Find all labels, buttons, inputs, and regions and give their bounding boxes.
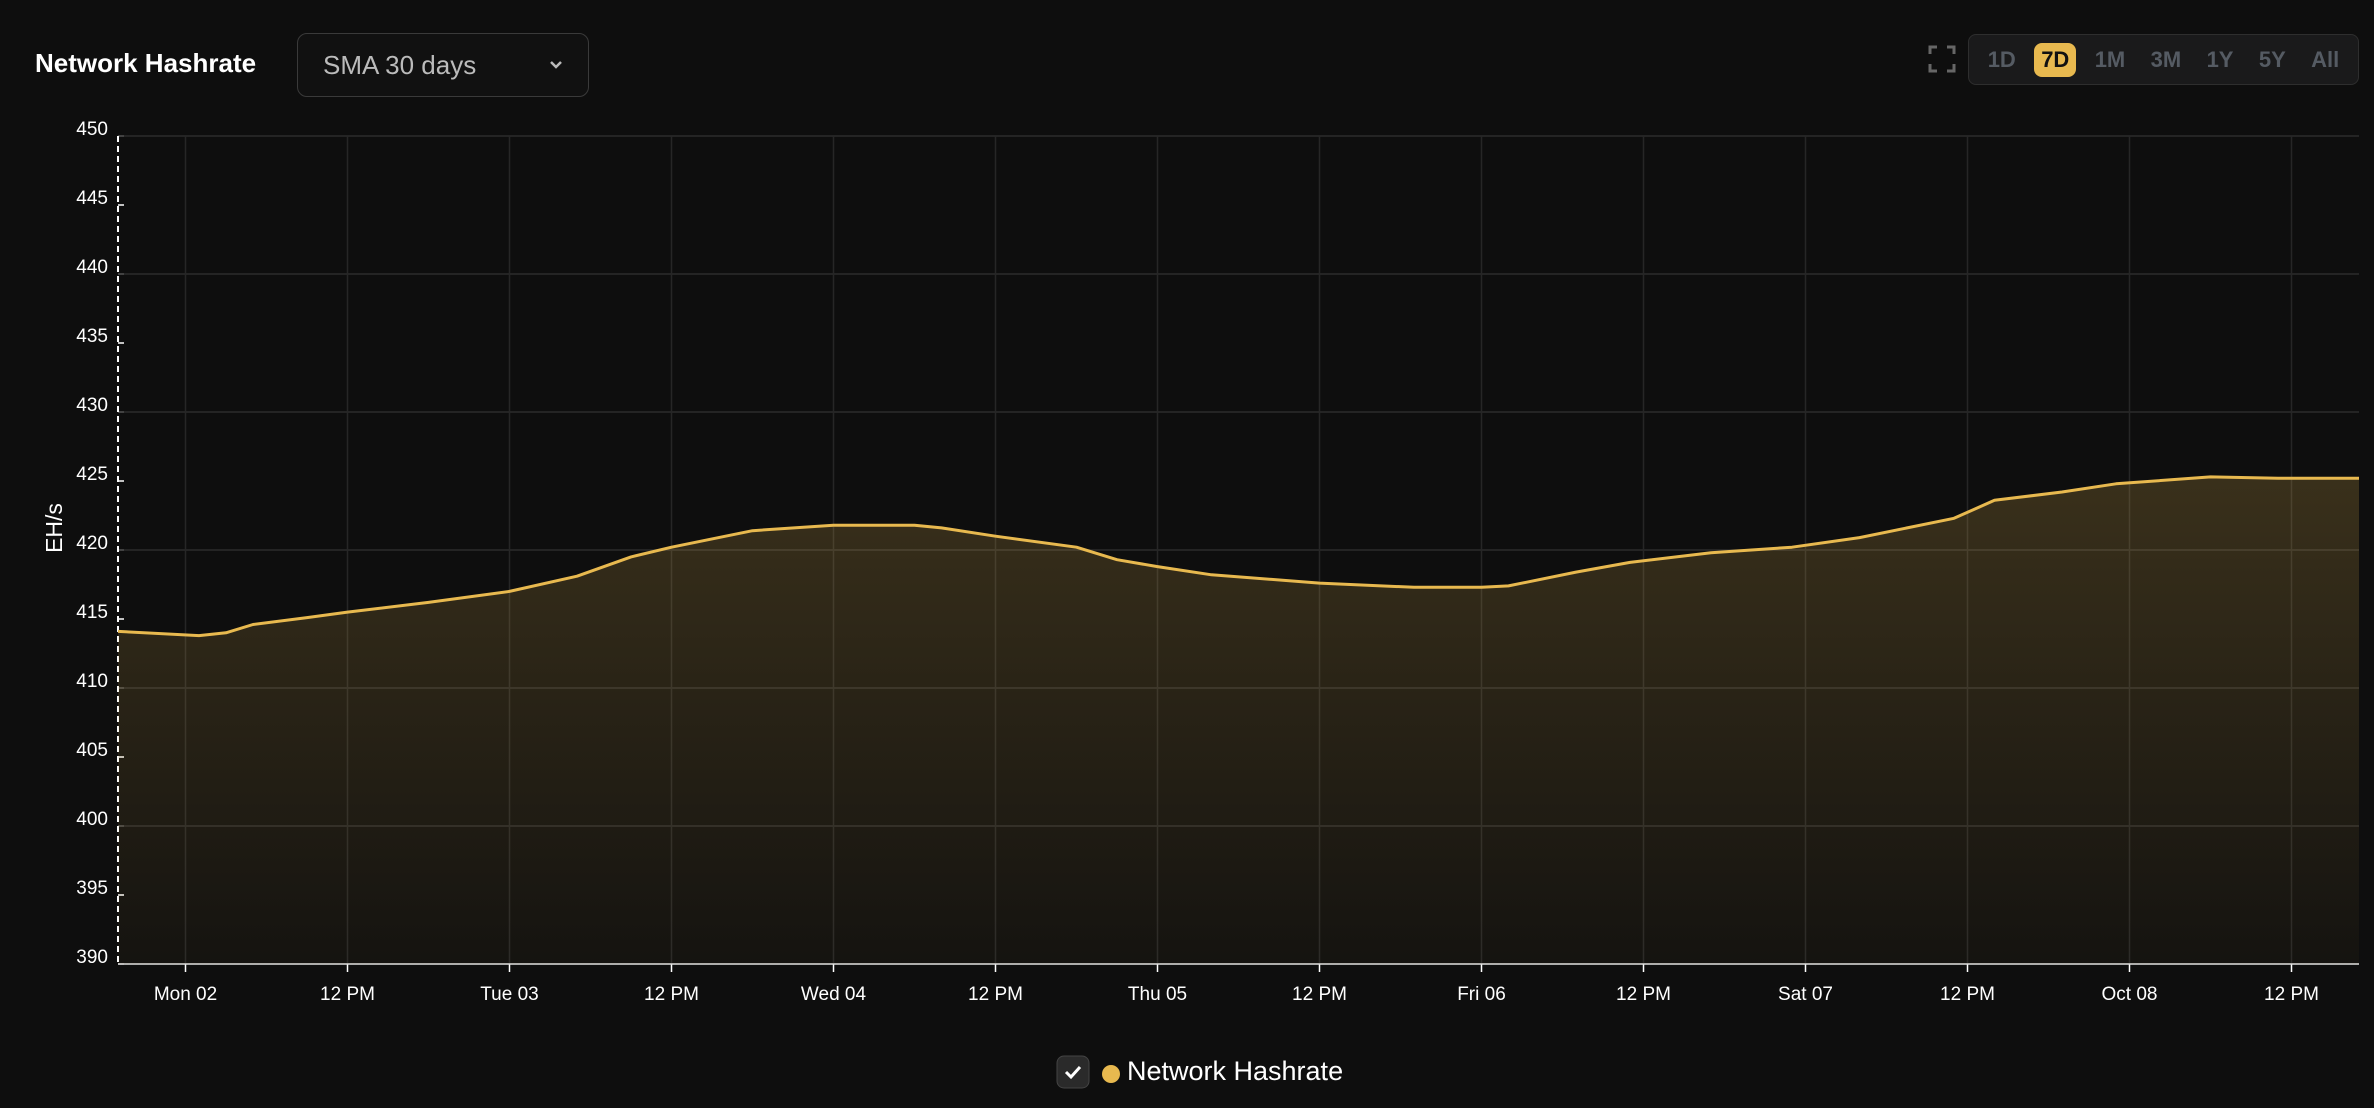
- x-tick-label: Oct 08: [2102, 984, 2158, 1005]
- legend-label: Network Hashrate: [1127, 1056, 1343, 1086]
- x-tick-label: Sat 07: [1778, 984, 1833, 1005]
- x-tick-label: Wed 04: [801, 984, 867, 1005]
- y-tick-label: 415: [76, 602, 108, 623]
- x-tick-label: 12 PM: [2264, 984, 2319, 1005]
- line: [117, 475, 2359, 638]
- range-buttons: 1D 7D 1M 3M 1Y 5Y All: [1968, 34, 2359, 85]
- range-button[interactable]: All: [2311, 46, 2340, 72]
- y-tick-label: 390: [76, 947, 108, 968]
- x-tick-label: 12 PM: [644, 984, 699, 1005]
- x-tick-label: Tue 03: [480, 984, 538, 1005]
- y-tick-label: 435: [76, 326, 108, 347]
- area: [118, 476, 2359, 964]
- range-button[interactable]: 1Y: [2206, 46, 2234, 72]
- y-tick-label: 450: [76, 119, 108, 140]
- range-button[interactable]: 1D: [1987, 46, 2016, 72]
- fullscreen-button[interactable]: [1928, 45, 1956, 73]
- y-tick-label: 430: [76, 395, 108, 416]
- x-tick-label: Mon 02: [154, 984, 217, 1005]
- x-tick-label: 12 PM: [1616, 984, 1671, 1005]
- x-tick-label: Thu 05: [1128, 984, 1187, 1005]
- y-tick-label: 425: [76, 464, 108, 485]
- y-tick-label: 395: [76, 878, 108, 899]
- legend-checkbox[interactable]: [1056, 1055, 1090, 1089]
- range-button[interactable]: 7D: [2034, 42, 2077, 77]
- y-tick-label: 405: [76, 740, 108, 761]
- x-tick-label: 12 PM: [1292, 984, 1347, 1005]
- y-tick-label: 400: [76, 809, 108, 830]
- y-axis-label: EH/s: [41, 503, 67, 553]
- x-tick-label: 12 PM: [968, 984, 1023, 1005]
- range-button[interactable]: 5Y: [2258, 46, 2286, 72]
- checkmark: [1064, 1065, 1082, 1080]
- range-button[interactable]: 1M: [2094, 46, 2126, 72]
- y-tick-label: 445: [76, 188, 108, 209]
- x-tick-label: Fri 06: [1457, 984, 1506, 1005]
- x-tick-label: 12 PM: [1940, 984, 1995, 1005]
- y-tick-label: 420: [76, 533, 108, 554]
- y-tick-label: 410: [76, 671, 108, 692]
- chevron: [550, 61, 562, 69]
- sma-dropdown[interactable]: SMA 30 days: [297, 33, 589, 97]
- x-tick-label: 12 PM: [320, 984, 375, 1005]
- chart-title: Network Hashrate: [35, 48, 257, 78]
- y-tick-label: 440: [76, 257, 108, 278]
- legend-dot: [1102, 1065, 1120, 1083]
- dropdown-text: SMA 30 days: [323, 50, 477, 80]
- range-button[interactable]: 3M: [2150, 46, 2182, 72]
